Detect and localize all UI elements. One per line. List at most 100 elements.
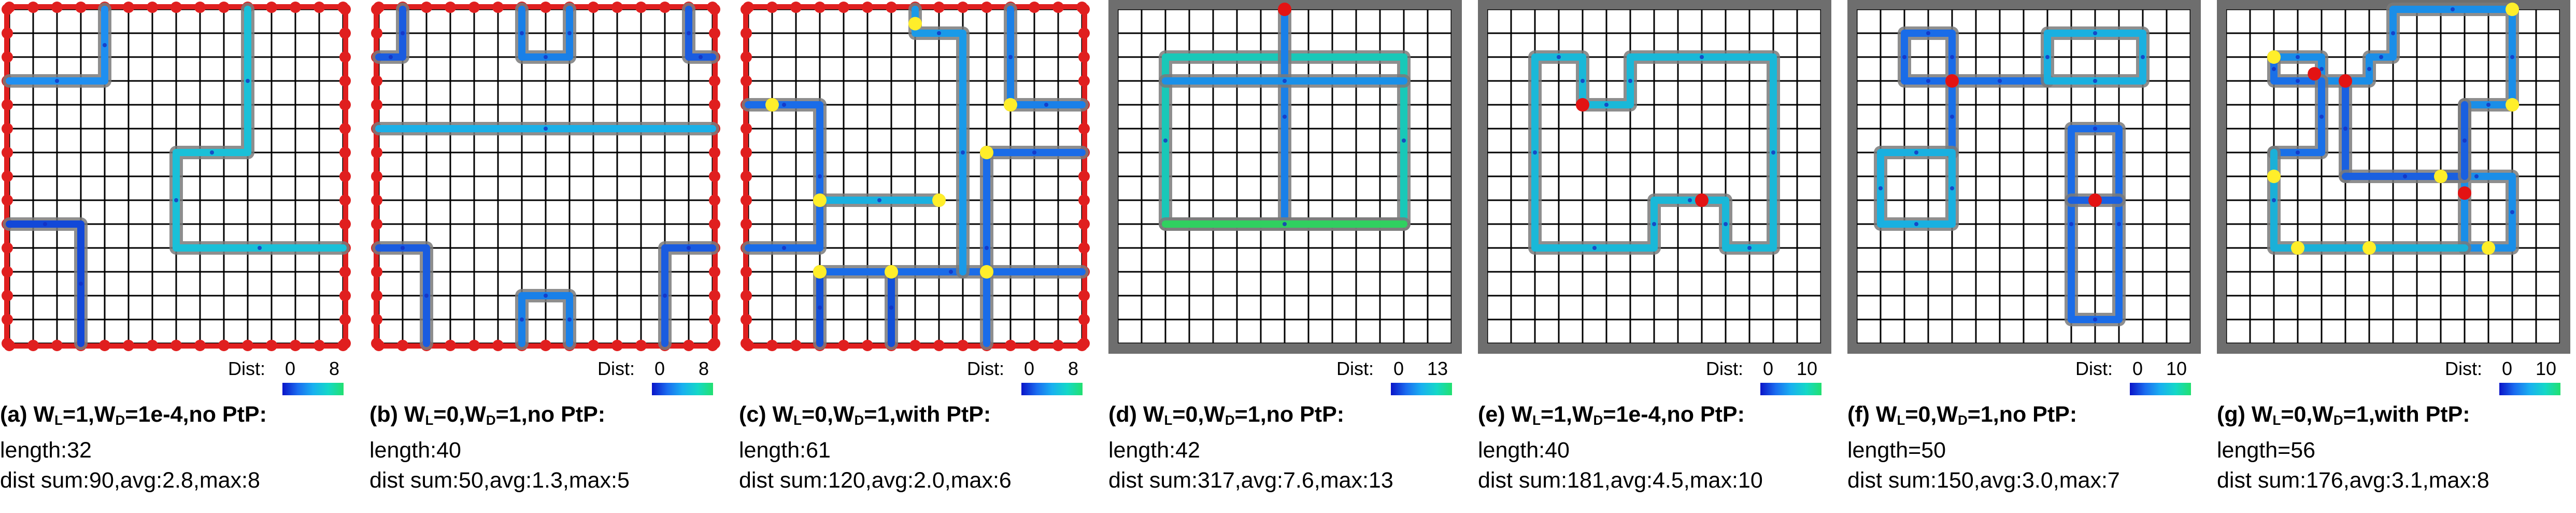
boundary-port-dot [838,2,849,13]
route-direction-mark [2510,55,2514,59]
boundary-port-dot [957,340,969,351]
colorbar-min-label: 0 [2132,358,2143,379]
boundary-port-dot [588,340,599,351]
boundary-port-dot [371,266,382,278]
boundary-port-dot [468,2,480,13]
boundary-port-dot [339,123,351,134]
route-path [2270,77,2325,156]
route-direction-mark [2379,55,2383,59]
route-direction-mark [687,31,691,35]
route-direction-mark [1581,79,1585,83]
caption-title: (e) WL=1,WD=1e-4,no PtP: [1478,399,1846,435]
boundary-port-dot [709,27,720,39]
colorbar-min-label: 0 [285,358,296,379]
route-direction-mark [949,270,953,274]
caption-dist-stats: dist sum:120,avg:2.0,max:6 [739,468,1012,493]
junction-yellow-dot [2362,241,2376,255]
dist-colorbar [2499,383,2560,395]
boundary-port-dot [709,290,720,301]
colorbar-max-label: 8 [699,358,709,379]
route-direction-mark [1950,115,1954,119]
caption-length: length:42 [1108,438,1200,463]
boundary-port-dot [290,340,301,351]
boundary-port-dot [371,75,382,87]
caption-dist-stats: dist sum:90,avg:2.8,max:8 [0,468,260,493]
boundary-port-dot [540,2,551,13]
route-path [6,6,108,85]
boundary-port-dot [242,340,253,351]
boundary-port-dot [1029,340,1040,351]
route-path [1877,149,1956,228]
junction-yellow-dot [2506,3,2519,16]
caption-title-suffix: =1e-4,no PtP: [1603,402,1745,427]
route-path [375,244,430,347]
boundary-port-dot [683,340,694,351]
dist-label: Dist: [1706,358,1743,379]
route-direction-mark [2319,67,2324,71]
boundary-port-dot [2,314,13,325]
boundary-port-dot [371,314,382,325]
route-direction-mark [1724,222,1728,226]
junction-yellow-dot [908,17,922,31]
boundary-port-dot [371,195,382,206]
junction-red-dot [2088,193,2102,207]
route-direction-mark [1998,79,2002,83]
junction-yellow-dot [2267,170,2281,183]
caption-dist-stats: dist sum:181,avg:4.5,max:10 [1478,468,1763,493]
boundary-port-dot [339,290,351,301]
boundary-port-dot [611,340,623,351]
route-direction-mark [961,150,965,155]
caption-title-prefix: (g) W [2217,402,2273,427]
boundary-port-dot [2,195,13,206]
route-direction-mark [2272,198,2276,202]
colorbar-min-label: 0 [654,358,665,379]
caption-title-suffix: =1,no PtP: [1234,402,1345,427]
route-direction-mark [985,246,989,250]
dist-label: Dist: [2445,358,2482,379]
caption: (d) WL=0,WD=1,no PtP: length:42 dist sum:3… [1108,399,1476,495]
boundary-port-dot [709,314,720,325]
dist-colorbar [1021,383,1083,395]
route-direction-mark [1628,79,1632,83]
boundary-port-dot [339,195,351,206]
route-direction-mark [1950,186,1954,190]
caption-subscript-l: L [1164,412,1173,428]
route-direction-mark [103,43,107,47]
route-direction-mark [520,317,524,322]
route-path [2270,53,2325,85]
caption-title-prefix: (f) W [1847,402,1897,427]
route-direction-mark [79,282,83,286]
route-direction-mark [544,127,548,131]
route-direction-mark [2463,138,2467,143]
caption: (c) WL=0,WD=1,with PtP: length:61 dist sum… [739,399,1107,495]
route-direction-mark [2117,222,2121,226]
route-direction-mark [818,174,822,178]
dist-colorbar [652,383,713,395]
route-direction-mark [1926,31,1930,35]
boundary-port-dot [339,314,351,325]
boundary-port-dot [540,340,551,351]
boundary-port-dot [2,266,13,278]
boundary-port-dot [218,2,230,13]
boundary-port-dot [2,51,13,63]
boundary-port-dot [339,147,351,158]
boundary-port-dot [2,171,13,182]
boundary-frame [1847,0,2201,354]
route-direction-mark [2045,55,2050,59]
caption-subscript-d: D [486,412,496,428]
route-path [173,6,347,252]
caption-subscript-l: L [425,412,434,428]
route-direction-mark [2296,79,2300,83]
colorbar-max-label: 10 [2536,358,2557,379]
route-direction-mark [1283,222,1287,226]
grid-figure-g [2217,0,2570,354]
route-direction-mark [782,103,786,107]
route-direction-mark [520,31,524,35]
boundary-port-dot [1078,75,1090,87]
colorbar-max-label: 13 [1427,358,1448,379]
caption: (f) WL=0,WD=1,no PtP: length=50 dist sum:1… [1847,399,2215,495]
boundary-port-dot [339,75,351,87]
boundary-port-dot [933,340,945,351]
boundary-port-dot [1052,2,1064,13]
route-direction-mark [2141,55,2145,59]
